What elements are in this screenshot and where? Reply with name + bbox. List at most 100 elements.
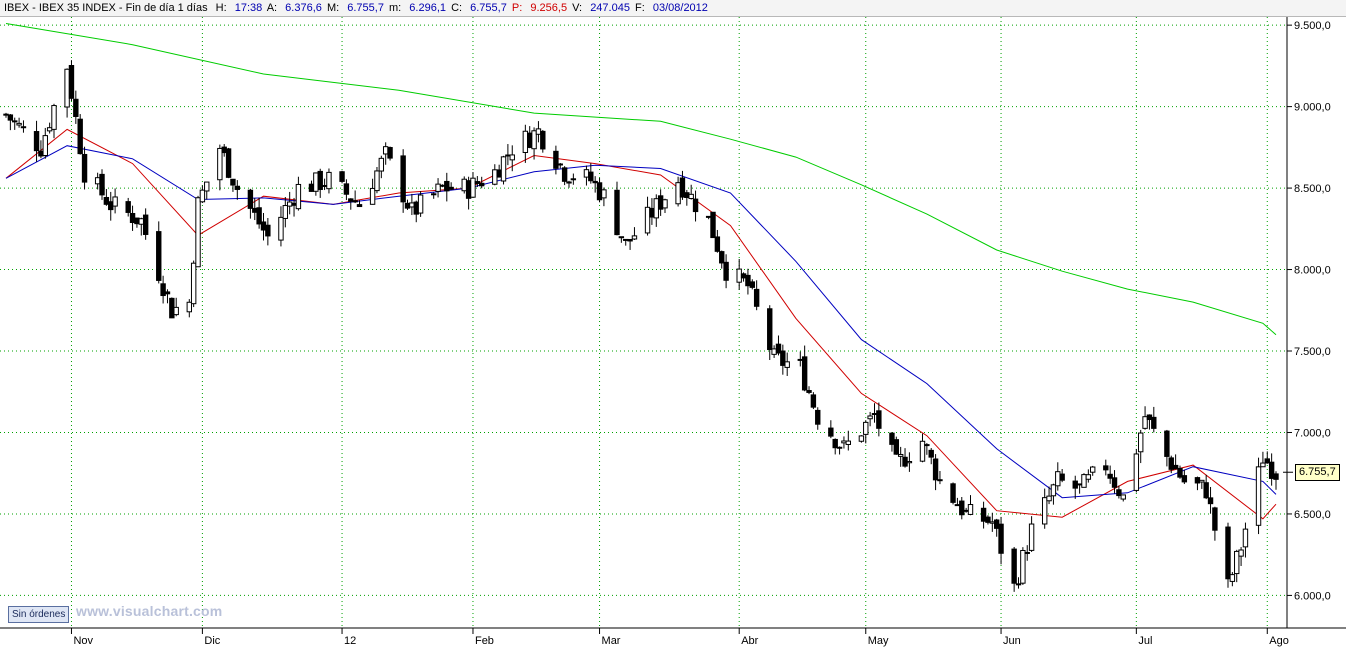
candle-down [1203, 482, 1209, 499]
p-value: 9.256,5 [530, 2, 568, 14]
candle-down [527, 132, 533, 148]
y-tick-label: 9.000,0 [1294, 102, 1331, 114]
candle-up [1046, 495, 1052, 502]
candle-down [352, 200, 358, 203]
x-tick-label: Nov [73, 635, 93, 647]
candle-up [662, 199, 668, 209]
candle-up [1081, 474, 1087, 488]
y-tick-label: 6.000,0 [1294, 590, 1331, 602]
candle-down [3, 113, 9, 116]
candle-down [627, 238, 633, 242]
open-label: A: [266, 2, 278, 14]
candle-down [902, 456, 908, 467]
candle-down [156, 231, 162, 281]
moving-average-line-1 [5, 128, 1277, 520]
x-tick-label: Abr [741, 635, 758, 647]
candle-down [1146, 414, 1153, 421]
moving-average-lines [5, 23, 1277, 520]
candle-up [417, 194, 424, 214]
candle-up [16, 122, 22, 126]
candle-down [38, 150, 44, 157]
candle-up [500, 156, 507, 182]
candle-down [356, 204, 363, 208]
candle-down [1072, 480, 1078, 489]
candle-down [553, 150, 559, 169]
candle-down [684, 192, 690, 198]
candle-down [1151, 416, 1157, 429]
last-price-tag: 6.755,7 [1295, 464, 1340, 482]
candle-up [784, 361, 790, 368]
candle-up [858, 435, 865, 442]
candle-down [474, 181, 481, 184]
candle-up [190, 262, 197, 305]
candle-up [369, 187, 376, 205]
candle-down [876, 410, 882, 429]
candle-down [832, 438, 838, 449]
candle-down [160, 283, 166, 297]
low-value: 6.296,1 [409, 2, 446, 14]
candle-down [142, 214, 149, 235]
candle-up [12, 120, 18, 123]
candle-up [505, 154, 511, 157]
candle-up [841, 440, 847, 444]
candle-down [7, 114, 14, 121]
candle-up [535, 128, 542, 135]
candle-up [1199, 479, 1205, 483]
p-label: P: [511, 2, 523, 14]
candle-up [282, 205, 289, 219]
x-tick-label: Feb [475, 635, 494, 647]
candle-up [1242, 528, 1249, 548]
candle-down [348, 198, 354, 202]
candle-up [675, 182, 681, 205]
candle-down [540, 130, 546, 150]
candle-down [950, 483, 956, 503]
candle-up [845, 440, 852, 445]
candle-down [710, 211, 716, 239]
candle-down [103, 196, 110, 205]
candle-down [889, 432, 895, 445]
candle-down [1059, 473, 1065, 481]
candle-down [1111, 477, 1118, 488]
candle-down [321, 184, 328, 187]
candle-down [343, 183, 350, 195]
candle-down [780, 350, 786, 366]
candle-down [679, 177, 686, 198]
volume-value: 247.045 [590, 2, 630, 14]
candle-up [1050, 484, 1057, 497]
candle-down [252, 207, 258, 213]
candle-up [601, 189, 607, 199]
candle-down [561, 167, 568, 182]
candle-down [400, 155, 406, 203]
candle-up [173, 306, 179, 316]
candle-up [736, 268, 742, 283]
candle-down [1225, 526, 1231, 580]
candle-down [993, 519, 1000, 529]
candle-down [828, 427, 834, 437]
hour-label: H: [215, 2, 227, 14]
candle-down [234, 185, 241, 190]
candle-down [767, 308, 773, 350]
candle-down [723, 261, 729, 281]
candle-down [810, 394, 817, 408]
candle-down [68, 65, 75, 99]
candle-down [169, 297, 175, 319]
candle-down [1116, 489, 1122, 497]
candle-down [928, 449, 934, 458]
candle-down [134, 217, 140, 225]
no-orders-button[interactable]: Sin órdenes [8, 606, 70, 623]
candle-up [867, 415, 873, 420]
candle-up [1120, 494, 1126, 500]
volume-label: V: [572, 2, 583, 14]
high-value: 6.755,7 [347, 2, 384, 14]
high-label: M: [326, 2, 340, 14]
candle-down [649, 207, 655, 218]
candle-up [1133, 453, 1140, 491]
candle-down [260, 221, 267, 231]
date-label: F: [635, 2, 645, 14]
candle-down [985, 516, 991, 523]
candle-down [692, 198, 699, 213]
candle-down [959, 500, 965, 516]
candle-down [164, 291, 171, 295]
candle-up [583, 169, 590, 178]
